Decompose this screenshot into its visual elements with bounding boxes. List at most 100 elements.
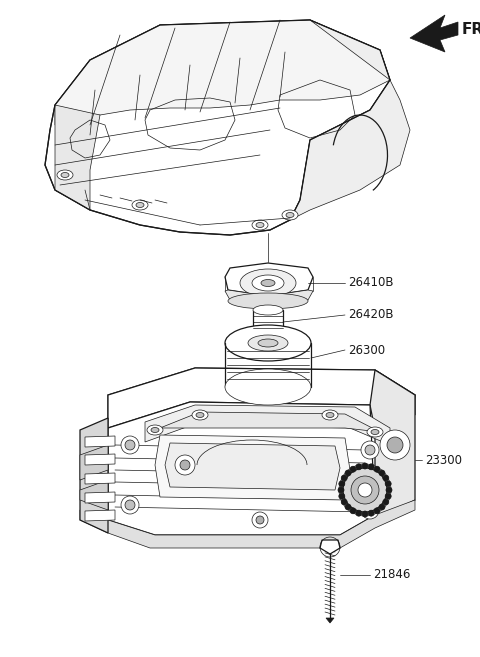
Ellipse shape (252, 275, 284, 291)
Polygon shape (85, 492, 115, 503)
Polygon shape (320, 540, 340, 554)
Polygon shape (326, 618, 334, 623)
Text: 26300: 26300 (348, 344, 385, 357)
Polygon shape (80, 418, 108, 533)
Ellipse shape (286, 212, 294, 217)
Text: 26420B: 26420B (348, 309, 394, 321)
Ellipse shape (345, 470, 351, 476)
Ellipse shape (379, 504, 385, 510)
Polygon shape (225, 263, 313, 296)
Text: FR.: FR. (462, 22, 480, 37)
Ellipse shape (61, 173, 69, 177)
Ellipse shape (261, 279, 275, 286)
Ellipse shape (385, 481, 391, 487)
Polygon shape (85, 510, 115, 521)
Ellipse shape (228, 293, 308, 309)
Ellipse shape (125, 440, 135, 450)
Polygon shape (225, 290, 313, 306)
Ellipse shape (253, 305, 283, 315)
Ellipse shape (380, 430, 410, 460)
Ellipse shape (365, 505, 375, 515)
Ellipse shape (371, 430, 379, 434)
Ellipse shape (282, 210, 298, 220)
Polygon shape (45, 20, 390, 235)
Ellipse shape (361, 501, 379, 519)
Ellipse shape (356, 464, 362, 470)
Ellipse shape (374, 466, 380, 472)
Polygon shape (80, 445, 108, 480)
Polygon shape (160, 412, 380, 432)
Ellipse shape (368, 510, 374, 516)
Ellipse shape (196, 413, 204, 417)
Ellipse shape (240, 269, 296, 297)
Ellipse shape (252, 220, 268, 230)
Ellipse shape (367, 427, 383, 437)
Ellipse shape (374, 508, 380, 514)
Ellipse shape (326, 413, 334, 417)
Polygon shape (85, 454, 115, 465)
Polygon shape (145, 405, 390, 445)
Ellipse shape (121, 496, 139, 514)
Ellipse shape (175, 455, 195, 475)
Ellipse shape (121, 436, 139, 454)
Polygon shape (80, 480, 108, 510)
Text: 23300: 23300 (425, 453, 462, 466)
Ellipse shape (379, 470, 385, 476)
Ellipse shape (351, 476, 379, 504)
Ellipse shape (361, 441, 379, 459)
Ellipse shape (248, 335, 288, 351)
Ellipse shape (338, 487, 344, 493)
Polygon shape (108, 368, 415, 418)
Ellipse shape (358, 483, 372, 497)
Ellipse shape (253, 330, 283, 340)
Ellipse shape (383, 499, 389, 505)
Ellipse shape (57, 170, 73, 180)
Polygon shape (165, 443, 340, 490)
Ellipse shape (350, 466, 356, 472)
Ellipse shape (368, 464, 374, 470)
Ellipse shape (343, 468, 387, 512)
Ellipse shape (362, 463, 368, 469)
Ellipse shape (252, 512, 268, 528)
Ellipse shape (256, 516, 264, 524)
Ellipse shape (362, 511, 368, 517)
Ellipse shape (339, 464, 391, 516)
Ellipse shape (341, 475, 347, 481)
Ellipse shape (147, 425, 163, 435)
Polygon shape (370, 370, 415, 518)
Ellipse shape (151, 428, 159, 432)
Ellipse shape (132, 200, 148, 210)
Ellipse shape (225, 369, 311, 405)
Text: 21846: 21846 (373, 568, 410, 581)
Ellipse shape (387, 437, 403, 453)
Polygon shape (410, 15, 458, 52)
Polygon shape (108, 368, 415, 428)
Ellipse shape (258, 339, 278, 347)
Ellipse shape (385, 493, 391, 499)
Ellipse shape (322, 410, 338, 420)
Polygon shape (290, 20, 410, 220)
Ellipse shape (256, 223, 264, 227)
Ellipse shape (356, 510, 362, 516)
Polygon shape (253, 310, 283, 335)
Ellipse shape (345, 504, 351, 510)
Ellipse shape (225, 325, 311, 361)
Polygon shape (85, 436, 115, 447)
Polygon shape (55, 20, 390, 125)
Ellipse shape (365, 445, 375, 455)
Polygon shape (55, 105, 100, 210)
Ellipse shape (386, 487, 392, 493)
Ellipse shape (136, 202, 144, 208)
Ellipse shape (339, 493, 345, 499)
Ellipse shape (180, 460, 190, 470)
Ellipse shape (192, 410, 208, 420)
Ellipse shape (383, 475, 389, 481)
Ellipse shape (125, 500, 135, 510)
Polygon shape (108, 402, 375, 535)
Ellipse shape (350, 508, 356, 514)
Polygon shape (80, 500, 415, 548)
Ellipse shape (339, 481, 345, 487)
Polygon shape (85, 473, 115, 484)
Ellipse shape (341, 499, 347, 505)
Text: 26410B: 26410B (348, 277, 394, 290)
